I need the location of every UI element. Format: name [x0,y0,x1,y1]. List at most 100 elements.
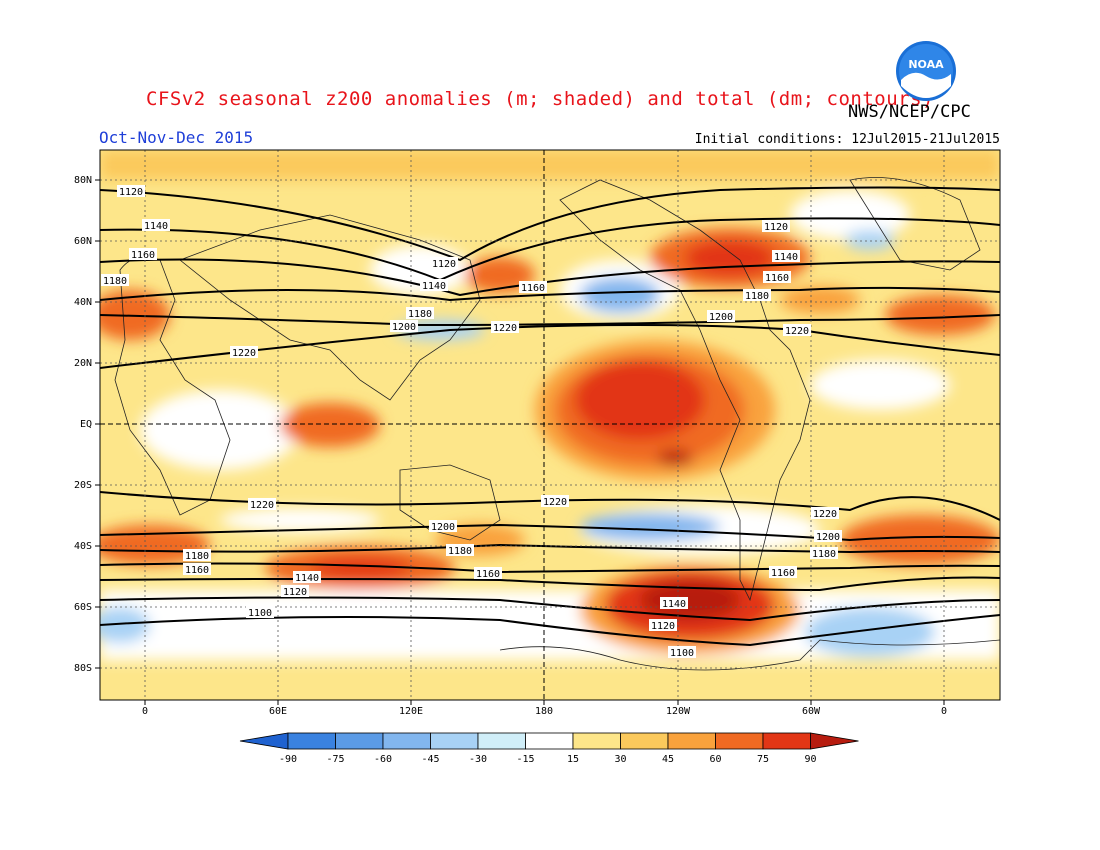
colorbar-label: -90 [279,754,297,765]
colorbar-label: -75 [326,754,344,765]
anomaly-map: 1120 1140 1160 1180 1120 1140 1160 1180 1200 1220… [0,0,1100,850]
lat-tick-label: 80N [74,175,92,186]
svg-text:1120: 1120 [283,587,307,598]
svg-text:1140: 1140 [662,599,686,610]
contour-label: 1140 [293,571,321,584]
svg-text:1200: 1200 [431,522,455,533]
contour-label: 1120 [649,619,677,632]
lon-ticks: 0 60E 120E 180 120W 60W 0 [142,700,947,717]
lon-tick-label: 0 [941,706,947,717]
lon-tick-label: 0 [142,706,148,717]
colorbar-swatch [716,733,764,749]
contour-label: 1140 [660,597,688,610]
contour-label: 1160 [183,563,211,576]
lat-tick-label: 20S [74,480,92,491]
lat-tick-label: 60S [74,602,92,613]
colorbar-swatch [431,733,479,749]
svg-text:1140: 1140 [295,573,319,584]
plot-area [90,150,1000,700]
colorbar-swatch [763,733,811,749]
lon-tick-label: 60E [269,706,287,717]
svg-text:1180: 1180 [448,546,472,557]
svg-text:1160: 1160 [771,568,795,579]
colorbar-swatch [573,733,621,749]
contour-label: 1160 [769,566,797,579]
contour-label: 1100 [246,606,274,619]
svg-text:1220: 1220 [543,497,567,508]
svg-text:1140: 1140 [144,221,168,232]
svg-text:1220: 1220 [250,500,274,511]
lat-tick-label: 60N [74,236,92,247]
colorbar-label: 30 [614,754,626,765]
contour-label: 1220 [783,324,811,337]
colorbar-arrow-right [811,733,859,749]
svg-text:1120: 1120 [119,187,143,198]
svg-text:1160: 1160 [185,565,209,576]
svg-text:1120: 1120 [432,259,456,270]
colorbar-swatch [336,733,384,749]
contour-label: 1220 [491,321,519,334]
lat-tick-label: EQ [80,419,92,430]
svg-text:1160: 1160 [476,569,500,580]
svg-text:1220: 1220 [493,323,517,334]
contour-label: 1140 [772,250,800,263]
contour-label: 1200 [390,320,418,333]
svg-text:1160: 1160 [131,250,155,261]
colorbar-arrow-left [240,733,288,749]
contour-label: 1220 [230,346,258,359]
contour-label: 1120 [117,185,145,198]
svg-text:1220: 1220 [785,326,809,337]
lat-tick-label: 80S [74,663,92,674]
contour-label: 1160 [129,248,157,261]
contour-label: 1180 [446,544,474,557]
lon-tick-label: 120W [666,706,691,717]
colorbar-swatch [383,733,431,749]
colorbar-label: -60 [374,754,392,765]
svg-text:1220: 1220 [232,348,256,359]
contour-label: 1220 [248,498,276,511]
colorbar-swatch [288,733,336,749]
colorbar-label: 90 [804,754,816,765]
svg-text:1140: 1140 [422,281,446,292]
svg-text:1100: 1100 [670,648,694,659]
svg-text:1140: 1140 [774,252,798,263]
svg-text:1180: 1180 [185,551,209,562]
lon-tick-label: 60W [802,706,821,717]
colorbar-swatch [478,733,526,749]
contour-label: 1100 [668,646,696,659]
svg-text:1120: 1120 [651,621,675,632]
contour-label: 1120 [762,220,790,233]
colorbar-label: 60 [709,754,721,765]
svg-text:1200: 1200 [709,312,733,323]
svg-text:1160: 1160 [765,273,789,284]
colorbar-label: -30 [469,754,487,765]
contour-label: 1140 [420,279,448,292]
contour-label: 1220 [811,507,839,520]
svg-text:1220: 1220 [813,509,837,520]
colorbar-label: 15 [567,754,579,765]
contour-label: 1160 [763,271,791,284]
svg-text:1200: 1200 [816,532,840,543]
colorbar-label: -15 [516,754,534,765]
colorbar-label: -45 [421,754,439,765]
contour-label: 1200 [429,520,457,533]
svg-text:1200: 1200 [392,322,416,333]
colorbar-swatch [668,733,716,749]
contour-label: 1220 [541,495,569,508]
lon-tick-label: 180 [535,706,553,717]
contour-label: 1160 [519,281,547,294]
colorbar: -90 -75 -60 -45 -30 -15 15 30 45 60 75 90 [240,733,859,765]
svg-text:1160: 1160 [521,283,545,294]
contour-label: 1180 [743,289,771,302]
lat-ticks: 80N 60N 40N 20N EQ 20S 40S 60S 80S [74,175,100,674]
colorbar-swatch [621,733,669,749]
colorbar-label: 45 [662,754,674,765]
contour-label: 1180 [101,274,129,287]
svg-text:1180: 1180 [103,276,127,287]
svg-text:1100: 1100 [248,608,272,619]
lon-tick-label: 120E [399,706,423,717]
svg-text:1180: 1180 [812,549,836,560]
lat-tick-label: 40S [74,541,92,552]
contour-label: 1160 [474,567,502,580]
colorbar-swatch [526,733,574,749]
